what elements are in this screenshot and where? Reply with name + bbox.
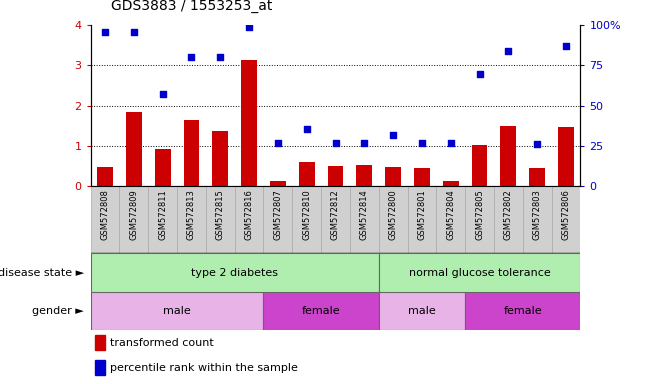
Point bbox=[388, 132, 399, 138]
Bar bbox=[378, 292, 465, 330]
Bar bbox=[501, 126, 516, 186]
Bar bbox=[91, 253, 378, 292]
Text: GSM572810: GSM572810 bbox=[302, 190, 311, 240]
Text: GSM572811: GSM572811 bbox=[158, 190, 167, 240]
Bar bbox=[183, 120, 199, 186]
Point bbox=[244, 24, 254, 30]
Point bbox=[446, 140, 456, 146]
Text: GSM572812: GSM572812 bbox=[331, 190, 340, 240]
Bar bbox=[378, 186, 407, 253]
Bar bbox=[148, 186, 177, 253]
Bar bbox=[321, 186, 350, 253]
Bar bbox=[270, 181, 286, 186]
Text: GSM572807: GSM572807 bbox=[273, 190, 282, 240]
Point bbox=[301, 126, 312, 132]
Bar bbox=[241, 60, 257, 186]
Bar bbox=[212, 131, 228, 186]
Bar bbox=[558, 127, 574, 186]
Text: GSM572802: GSM572802 bbox=[504, 190, 513, 240]
Bar bbox=[378, 253, 580, 292]
Text: male: male bbox=[163, 306, 191, 316]
Bar bbox=[465, 186, 494, 253]
Text: normal glucose tolerance: normal glucose tolerance bbox=[409, 268, 550, 278]
Bar bbox=[529, 168, 545, 186]
Text: GSM572800: GSM572800 bbox=[389, 190, 398, 240]
Point bbox=[272, 140, 283, 146]
Text: GSM572806: GSM572806 bbox=[562, 190, 570, 240]
Point bbox=[186, 54, 197, 60]
Point bbox=[359, 140, 370, 146]
Bar bbox=[552, 186, 580, 253]
Text: GSM572803: GSM572803 bbox=[533, 190, 541, 240]
Text: disease state ►: disease state ► bbox=[0, 268, 84, 278]
Point bbox=[417, 140, 427, 146]
Bar bbox=[436, 186, 465, 253]
Text: transformed count: transformed count bbox=[110, 338, 214, 348]
Text: male: male bbox=[408, 306, 436, 316]
Point bbox=[474, 71, 485, 77]
Text: female: female bbox=[503, 306, 542, 316]
Text: GSM572801: GSM572801 bbox=[417, 190, 427, 240]
Bar bbox=[119, 186, 148, 253]
Point bbox=[99, 29, 110, 35]
Text: GSM572814: GSM572814 bbox=[360, 190, 369, 240]
Bar bbox=[327, 166, 344, 186]
Bar bbox=[414, 168, 430, 186]
Bar bbox=[264, 292, 378, 330]
Bar bbox=[407, 186, 436, 253]
Text: GSM572805: GSM572805 bbox=[475, 190, 484, 240]
Bar bbox=[155, 149, 170, 186]
Bar bbox=[443, 181, 459, 186]
Text: female: female bbox=[302, 306, 340, 316]
Bar bbox=[472, 145, 488, 186]
Text: GDS3883 / 1553253_at: GDS3883 / 1553253_at bbox=[111, 0, 272, 13]
Text: GSM572815: GSM572815 bbox=[216, 190, 225, 240]
Bar bbox=[95, 335, 105, 350]
Point bbox=[157, 91, 168, 97]
Bar bbox=[385, 167, 401, 186]
Text: gender ►: gender ► bbox=[32, 306, 84, 316]
Point bbox=[532, 141, 543, 147]
Text: GSM572813: GSM572813 bbox=[187, 190, 196, 240]
Bar bbox=[91, 186, 119, 253]
Text: GSM572804: GSM572804 bbox=[446, 190, 455, 240]
Bar bbox=[126, 112, 142, 186]
Bar bbox=[350, 186, 378, 253]
Text: GSM572809: GSM572809 bbox=[130, 190, 138, 240]
Bar bbox=[523, 186, 552, 253]
Bar bbox=[293, 186, 321, 253]
Point bbox=[561, 43, 572, 49]
Text: percentile rank within the sample: percentile rank within the sample bbox=[110, 362, 298, 373]
Bar bbox=[206, 186, 235, 253]
Bar bbox=[465, 292, 580, 330]
Bar bbox=[264, 186, 293, 253]
Point bbox=[503, 48, 514, 54]
Bar bbox=[356, 165, 372, 186]
Point bbox=[128, 29, 139, 35]
Text: type 2 diabetes: type 2 diabetes bbox=[191, 268, 278, 278]
Text: GSM572808: GSM572808 bbox=[101, 190, 109, 240]
Bar bbox=[235, 186, 264, 253]
Bar bbox=[177, 186, 206, 253]
Text: GSM572816: GSM572816 bbox=[244, 190, 254, 240]
Bar bbox=[494, 186, 523, 253]
Point bbox=[330, 140, 341, 146]
Bar bbox=[91, 292, 264, 330]
Bar bbox=[299, 162, 315, 186]
Point bbox=[215, 54, 225, 60]
Bar bbox=[97, 167, 113, 186]
Bar bbox=[95, 360, 105, 375]
